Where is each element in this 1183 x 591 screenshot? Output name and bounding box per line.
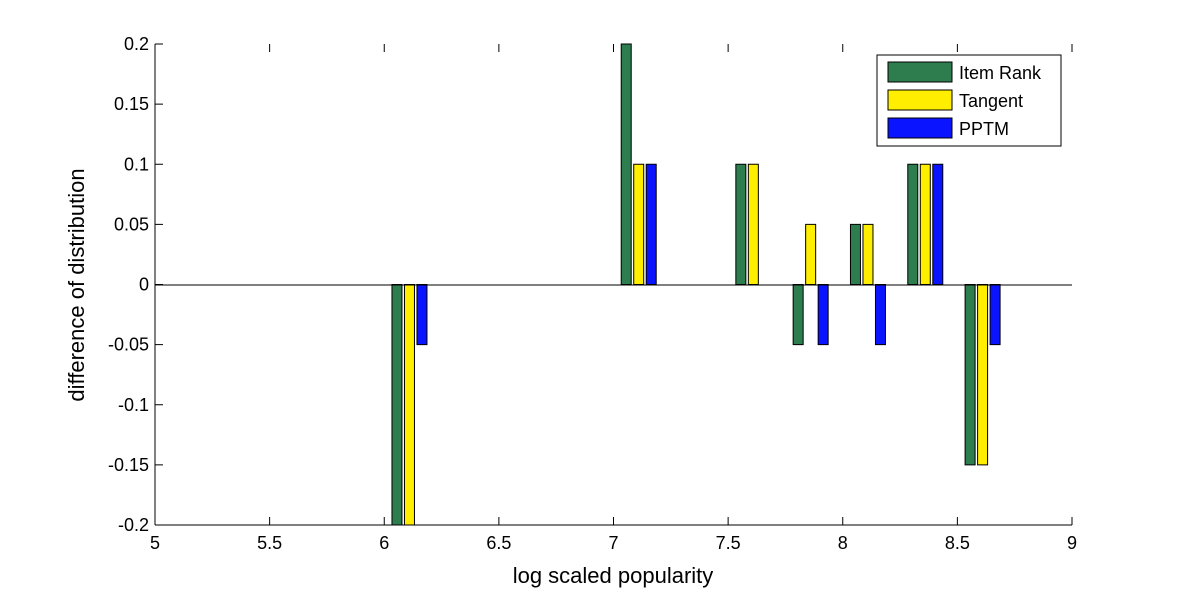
x-tick-label: 5.5 [257,533,282,553]
x-tick-label: 8 [838,533,848,553]
y-tick-label: -0.05 [108,335,149,355]
y-tick-label: 0.15 [114,94,149,114]
bar-pptm [817,284,829,346]
x-tick-label: 6.5 [486,533,511,553]
bar-item-rank [964,284,976,466]
legend-label: Item Rank [959,63,1042,83]
bar-item-rank [735,163,747,285]
bar-tangent [919,163,931,285]
legend-label: Tangent [959,91,1023,111]
bar-tangent [977,284,989,466]
bar-item-rank [620,43,632,285]
x-axis-label: log scaled popularity [513,563,714,588]
bar-pptm [989,284,1001,346]
y-tick-label: -0.2 [118,515,149,535]
bar-pptm [416,284,428,346]
y-axis-label: difference of distribution [64,168,89,401]
y-tick-label: 0.05 [114,214,149,234]
bar-tangent [862,223,874,285]
bar-tangent [403,284,415,526]
bar-pptm [874,284,886,346]
y-ticks-group: -0.2 -0.15 -0.1 -0.05 0 0.05 0.1 0.15 0.2 [108,34,163,535]
bar-tangent [747,163,759,285]
x-tick-label: 9 [1067,533,1077,553]
bar-pptm [645,163,657,285]
bar-pptm [932,163,944,285]
legend-label: PPTM [959,119,1009,139]
x-ticks-group: 5 5.5 6 6.5 7 7.5 8 8.5 9 [150,44,1077,553]
bar-tangent [805,223,817,285]
y-tick-label: -0.1 [118,395,149,415]
legend-swatch-tangent [887,89,953,111]
y-tick-label: 0.2 [124,34,149,54]
bar-item-rank [792,284,804,346]
x-tick-label: 7.5 [716,533,741,553]
x-tick-label: 7 [608,533,618,553]
y-tick-label: -0.15 [108,455,149,475]
x-tick-label: 5 [150,533,160,553]
bar-item-rank [907,163,919,285]
x-tick-label: 8.5 [945,533,970,553]
legend-swatch-pptm [887,117,953,139]
x-tick-label: 6 [379,533,389,553]
y-tick-label: 0.1 [124,154,149,174]
legend-swatch-item-rank [887,61,953,83]
bar-item-rank [849,223,861,285]
bar-item-rank [391,284,403,526]
bar-tangent [633,163,645,285]
y-tick-label: 0 [139,275,149,295]
legend: Item Rank Tangent PPTM [876,54,1062,147]
